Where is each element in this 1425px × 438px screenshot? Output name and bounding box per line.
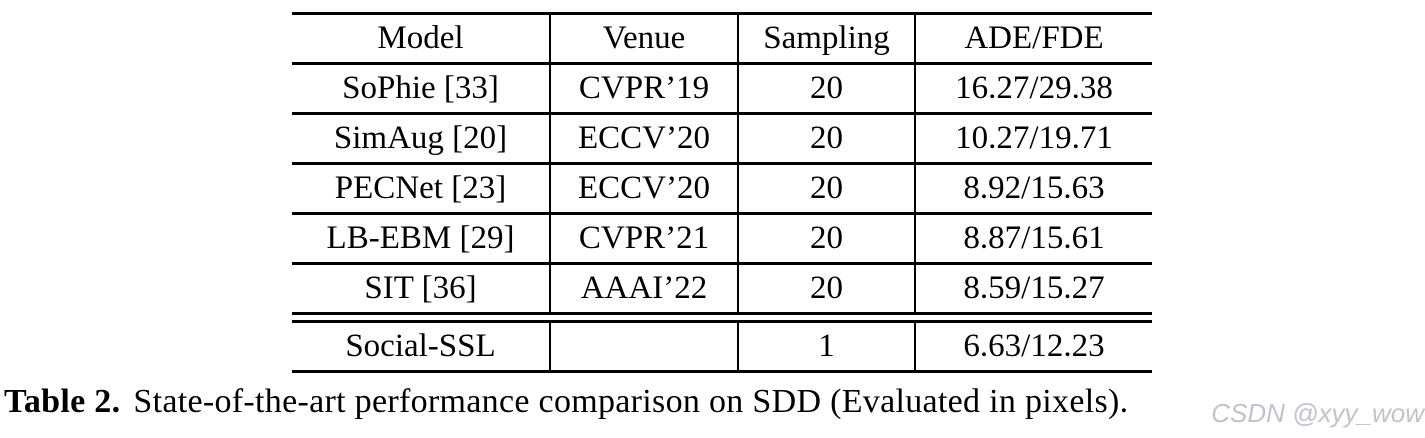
cell-ade-fde: 8.92/15.63	[915, 163, 1152, 215]
cell-ade-fde: 8.87/15.61	[915, 213, 1152, 265]
table-row: PECNet [23] ECCV’20 20 8.92/15.63	[292, 163, 1152, 215]
cell-sampling: 20	[738, 113, 916, 165]
cell-sampling: 20	[738, 263, 916, 315]
watermark: CSDN @xyy_wow	[1211, 398, 1424, 428]
cell-venue: ECCV’20	[550, 113, 739, 165]
cell-model: Social-SSL	[292, 321, 551, 373]
cell-model: SoPhie [33]	[292, 63, 551, 115]
cell-model: SimAug [20]	[292, 113, 551, 165]
double-rule-gap	[292, 313, 1152, 323]
results-table: Model Venue Sampling ADE/FDE SoPhie [33]…	[292, 12, 1152, 373]
table-row: SIT [36] AAAI’22 20 8.59/15.27	[292, 263, 1152, 315]
cell-venue: CVPR’21	[550, 213, 739, 265]
caption-label: Table 2.	[4, 383, 121, 420]
col-header-sampling: Sampling	[738, 13, 916, 65]
cell-model: LB-EBM [29]	[292, 213, 551, 265]
table-row-social-ssl: Social-SSL 1 6.63/12.23	[292, 321, 1152, 373]
cell-ade-fde: 16.27/29.38	[915, 63, 1152, 115]
cell-venue: AAAI’22	[550, 263, 739, 315]
cell-venue: CVPR’19	[550, 63, 739, 115]
table-row: SimAug [20] ECCV’20 20 10.27/19.71	[292, 113, 1152, 165]
cell-ade-fde: 8.59/15.27	[915, 263, 1152, 315]
cell-model: SIT [36]	[292, 263, 551, 315]
cell-venue: ECCV’20	[550, 163, 739, 215]
header-row: Model Venue Sampling ADE/FDE	[292, 13, 1152, 65]
cell-venue	[550, 321, 739, 373]
cell-model: PECNet [23]	[292, 163, 551, 215]
col-header-ade-fde: ADE/FDE	[915, 13, 1152, 65]
col-header-model: Model	[292, 13, 551, 65]
cell-sampling: 1	[738, 321, 916, 373]
caption-text: State-of-the-art performance comparison …	[133, 383, 1129, 420]
cell-sampling: 20	[738, 213, 916, 265]
table-body: SoPhie [33] CVPR’19 20 16.27/29.38 SimAu…	[292, 63, 1152, 315]
cell-sampling: 20	[738, 63, 916, 115]
cell-sampling: 20	[738, 163, 916, 215]
table-row: LB-EBM [29] CVPR’21 20 8.87/15.61	[292, 213, 1152, 265]
cell-ade-fde: 6.63/12.23	[915, 321, 1152, 373]
table-row: SoPhie [33] CVPR’19 20 16.27/29.38	[292, 63, 1152, 115]
table-caption: Table 2. State-of-the-art performance com…	[4, 383, 1425, 421]
col-header-venue: Venue	[550, 13, 739, 65]
cell-ade-fde: 10.27/19.71	[915, 113, 1152, 165]
